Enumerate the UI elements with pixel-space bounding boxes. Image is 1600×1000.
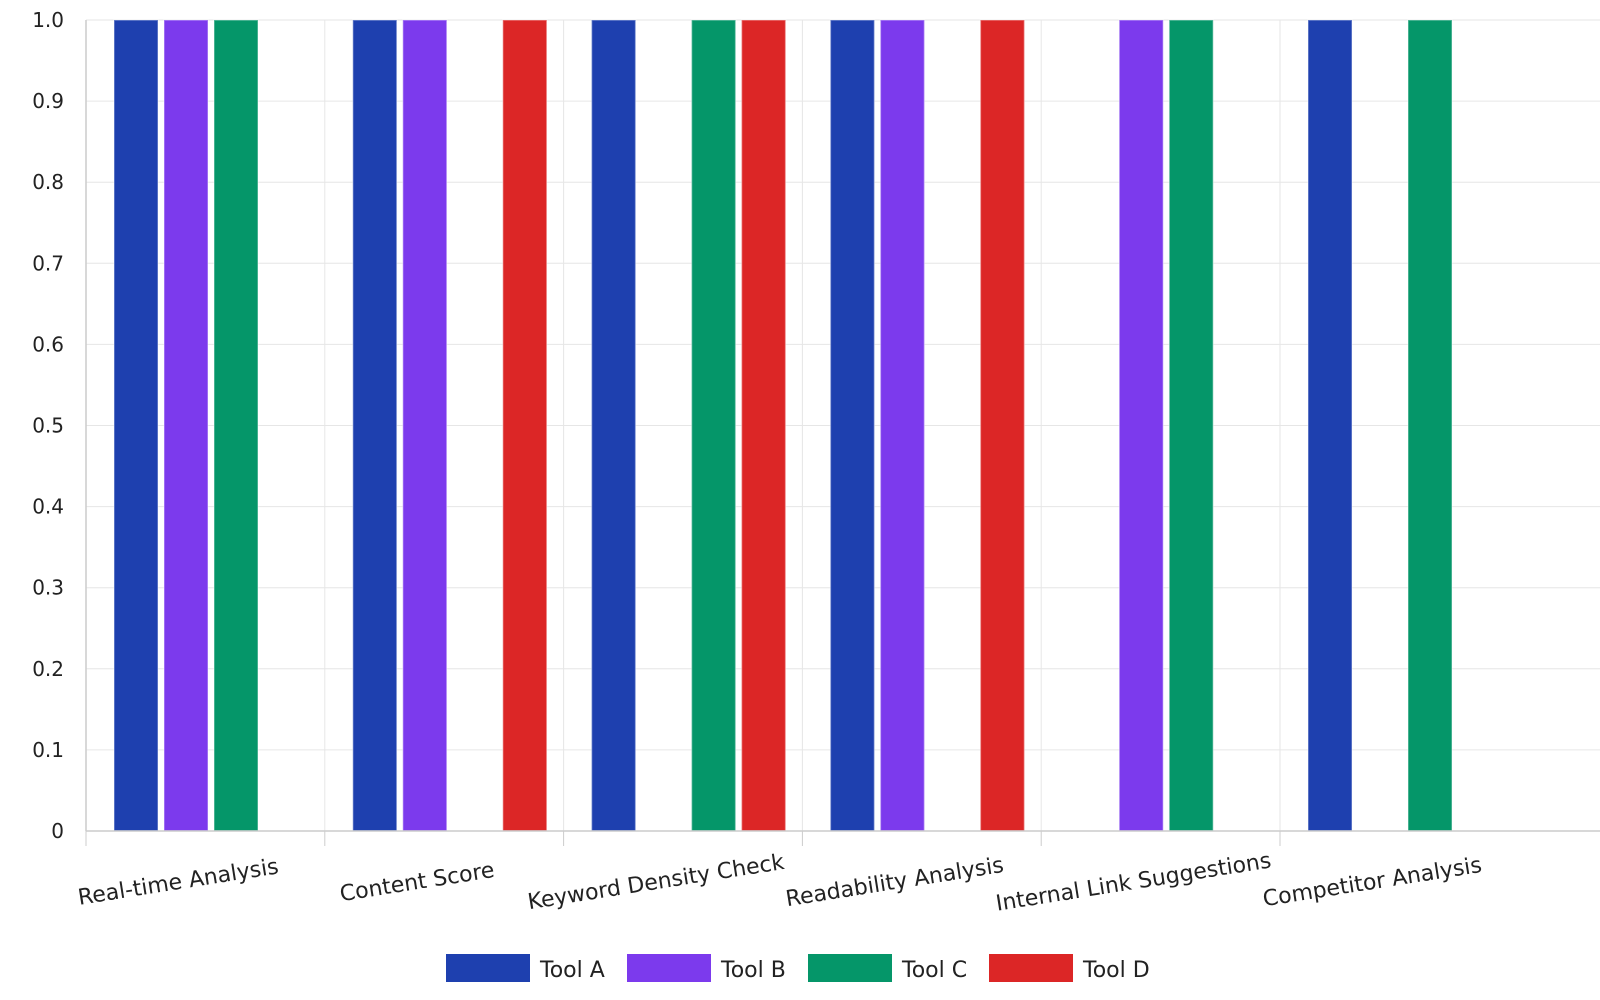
bar (113, 19, 159, 832)
bar (163, 19, 209, 832)
bar (740, 19, 787, 832)
x-tick-label: Internal Link Suggestions (994, 848, 1273, 916)
y-tick-label: 0.6 (32, 332, 64, 356)
y-tick-label: 0.1 (32, 738, 64, 762)
bar (690, 19, 737, 832)
axes (85, 20, 1600, 846)
legend-swatch (446, 954, 530, 982)
bar (979, 19, 1026, 832)
bars (113, 19, 1453, 832)
legend-label: Tool B (720, 958, 786, 983)
y-tick-label: 0.5 (32, 414, 64, 438)
bar (590, 19, 637, 832)
y-tick-label: 0.7 (32, 251, 64, 275)
bar (402, 19, 448, 832)
y-tick-label: 0.2 (32, 657, 64, 681)
y-tick-label: 0.9 (32, 89, 64, 113)
bar (829, 19, 876, 832)
legend-swatch (808, 954, 892, 982)
x-tick-label: Competitor Analysis (1261, 853, 1483, 912)
legend-label: Tool C (901, 958, 967, 983)
bar (1168, 19, 1214, 832)
bar (1407, 19, 1453, 832)
y-tick-label: 1.0 (32, 8, 64, 32)
legend: Tool A Tool B Tool C Tool D (446, 954, 1150, 983)
y-tick-label: 0.4 (32, 495, 64, 519)
bar (1307, 19, 1353, 832)
legend-label: Tool D (1082, 958, 1150, 983)
y-tick-label: 0.8 (32, 170, 64, 194)
x-tick-label: Readability Analysis (784, 853, 1006, 912)
y-tick-label: 0.3 (32, 576, 64, 600)
x-axis-labels: Real-time Analysis Content Score Keyword D… (76, 848, 1483, 916)
legend-swatch (627, 954, 711, 982)
x-tick-label: Content Score (338, 858, 496, 907)
y-tick-label: 0 (51, 819, 64, 843)
bar (352, 19, 398, 832)
x-tick-label: Real-time Analysis (76, 854, 280, 910)
legend-swatch (989, 954, 1073, 982)
x-tick-label: Keyword Density Check (526, 850, 786, 915)
bar (213, 19, 259, 832)
bar (502, 19, 548, 832)
bar (879, 19, 926, 832)
bar (1118, 19, 1164, 832)
legend-label: Tool A (539, 958, 605, 983)
y-axis-ticks: 0 0.1 0.2 0.3 0.4 0.5 0.6 0.7 0.8 0.9 1.0 (32, 8, 64, 843)
